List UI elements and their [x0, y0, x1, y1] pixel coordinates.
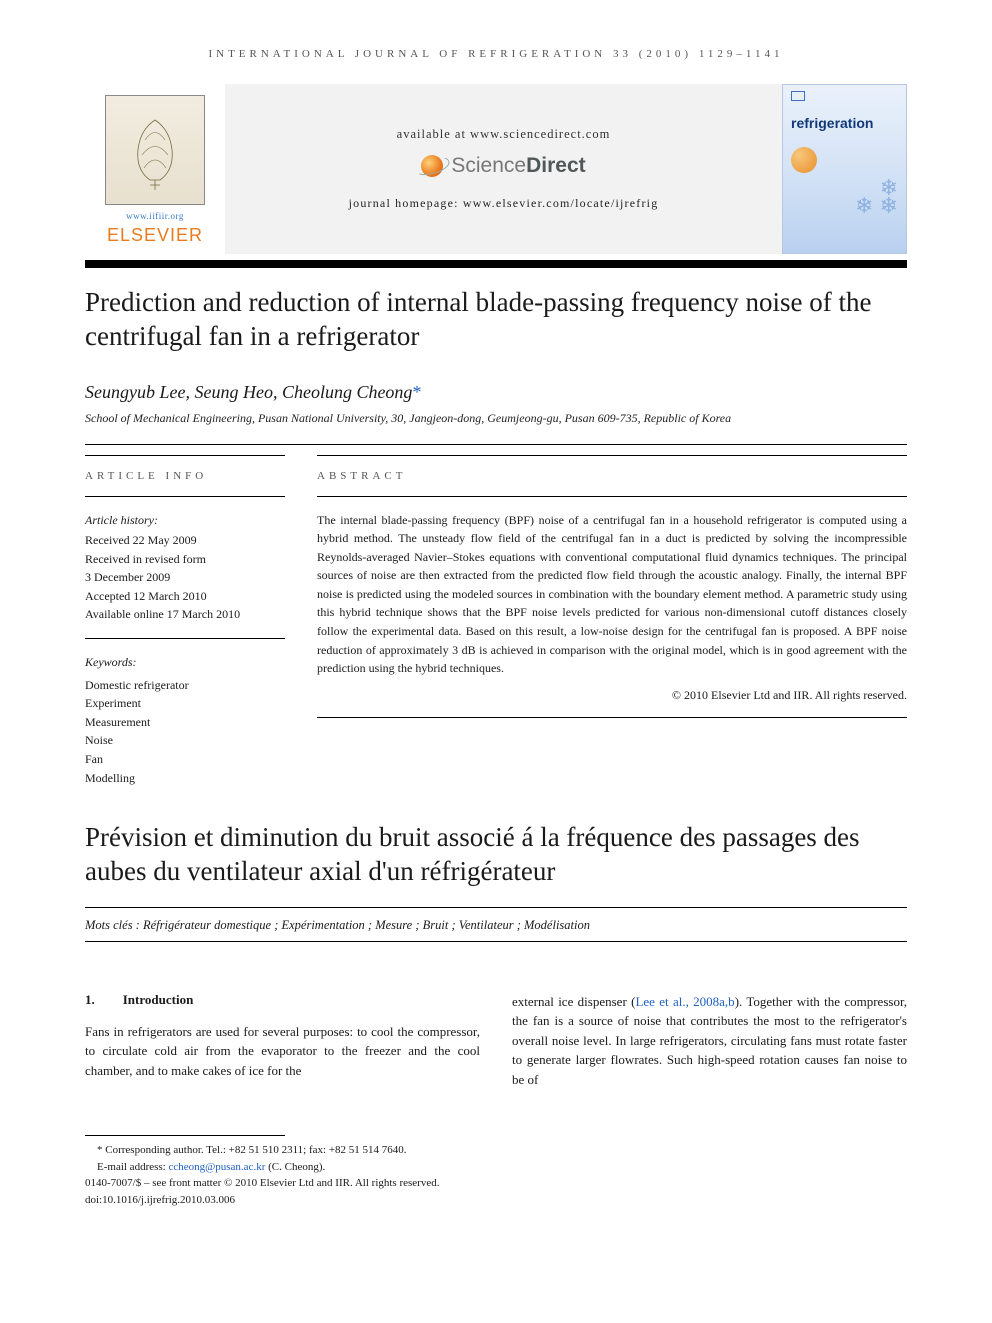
cover-title: refrigeration: [791, 115, 898, 131]
masthead-center: available at www.sciencedirect.com Scien…: [225, 84, 782, 254]
history-line: Received 22 May 2009: [85, 531, 285, 550]
history-head: Article history:: [85, 511, 285, 530]
corr-footnote: * Corresponding author. Tel.: +82 51 510…: [85, 1142, 907, 1159]
citation-link[interactable]: Lee et al., 2008a,b: [635, 994, 734, 1009]
email-footnote: E-mail address: ccheong@pusan.ac.kr (C. …: [85, 1159, 907, 1176]
sciencedirect-logo[interactable]: ScienceDirect: [421, 154, 585, 178]
keywords-head: Keywords:: [85, 653, 285, 672]
history-line: Received in revised form: [85, 550, 285, 569]
history-line: 3 December 2009: [85, 568, 285, 587]
section-title: Introduction: [123, 992, 194, 1008]
iifir-link[interactable]: www.iifiir.org: [126, 211, 184, 221]
keyword: Experiment: [85, 694, 285, 713]
history-line: Available online 17 March 2010: [85, 605, 285, 624]
running-head: INTERNATIONAL JOURNAL OF REFRIGERATION 3…: [85, 48, 907, 60]
body-paragraph: Fans in refrigerators are used for sever…: [85, 1022, 480, 1081]
elsevier-tree-icon: [105, 95, 205, 205]
cover-flag-icon: [791, 91, 805, 101]
left-column: 1. Introduction Fans in refrigerators ar…: [85, 992, 480, 1090]
keywords-list: Domestic refrigerator Experiment Measure…: [85, 676, 285, 788]
affiliation: School of Mechanical Engineering, Pusan …: [85, 411, 907, 426]
cover-snowflakes-icon: ❄❄ ❄: [791, 179, 898, 215]
corresponding-author-mark[interactable]: *: [412, 382, 421, 402]
abstract-text: The internal blade-passing frequency (BP…: [317, 511, 907, 678]
sciencedirect-orb-icon: [421, 155, 443, 177]
front-matter-line: 0140-7007/$ – see front matter © 2010 El…: [85, 1175, 907, 1192]
abstract-column: ABSTRACT The internal blade-passing freq…: [317, 455, 907, 788]
keyword: Noise: [85, 731, 285, 750]
available-at-text: available at www.sciencedirect.com: [397, 127, 611, 142]
footnotes: * Corresponding author. Tel.: +82 51 510…: [85, 1142, 907, 1208]
masthead: www.iifiir.org ELSEVIER available at www…: [85, 84, 907, 254]
footnote-rule: [85, 1135, 285, 1136]
section-heading: 1. Introduction: [85, 992, 480, 1008]
info-abstract-grid: ARTICLE INFO Article history: Received 2…: [85, 455, 907, 788]
journal-cover-thumb: refrigeration ❄❄ ❄: [782, 84, 907, 254]
article-title: Prediction and reduction of internal bla…: [85, 286, 907, 354]
right-column: external ice dispenser (Lee et al., 2008…: [512, 992, 907, 1090]
section-number: 1.: [85, 992, 95, 1008]
body-two-column: 1. Introduction Fans in refrigerators ar…: [85, 992, 907, 1090]
keyword: Modelling: [85, 769, 285, 788]
cover-globe-icon: [791, 147, 817, 173]
copyright-line: © 2010 Elsevier Ltd and IIR. All rights …: [317, 688, 907, 703]
elsevier-wordmark: ELSEVIER: [107, 225, 203, 246]
email-link[interactable]: ccheong@pusan.ac.kr: [168, 1161, 265, 1173]
sciencedirect-wordmark: ScienceDirect: [451, 154, 585, 178]
rule: [85, 444, 907, 445]
keyword: Measurement: [85, 713, 285, 732]
publisher-logo-block: www.iifiir.org ELSEVIER: [85, 84, 225, 254]
abstract-head: ABSTRACT: [317, 470, 907, 482]
title-rule: [85, 260, 907, 268]
french-title: Prévision et diminution du bruit associé…: [85, 821, 907, 889]
article-info-head: ARTICLE INFO: [85, 470, 285, 482]
authors-line: Seungyub Lee, Seung Heo, Cheolung Cheong…: [85, 382, 907, 403]
article-info-column: ARTICLE INFO Article history: Received 2…: [85, 455, 285, 788]
mots-cles: Mots clés : Réfrigérateur domestique ; E…: [85, 918, 907, 933]
doi-line: doi:10.1016/j.ijrefrig.2010.03.006: [85, 1192, 907, 1209]
history-line: Accepted 12 March 2010: [85, 587, 285, 606]
keyword: Domestic refrigerator: [85, 676, 285, 695]
body-paragraph: external ice dispenser (Lee et al., 2008…: [512, 992, 907, 1090]
journal-homepage-link[interactable]: journal homepage: www.elsevier.com/locat…: [349, 196, 659, 211]
keyword: Fan: [85, 750, 285, 769]
